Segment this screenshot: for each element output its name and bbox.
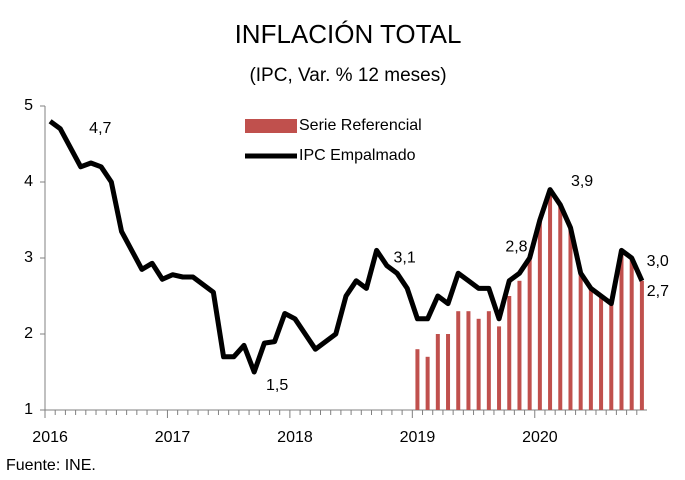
legend-label: Serie Referencial <box>299 117 422 134</box>
y-tick-label: 4 <box>24 173 33 190</box>
bar <box>548 189 553 410</box>
x-tick-label: 2020 <box>522 429 558 446</box>
bar <box>588 288 593 410</box>
y-tick-label: 2 <box>24 325 33 342</box>
legend-label: IPC Empalmado <box>299 147 416 164</box>
x-tick-label: 2019 <box>400 429 436 446</box>
bar <box>425 356 430 410</box>
line <box>48 119 645 375</box>
x-tick-label: 2016 <box>32 429 68 446</box>
bar <box>497 326 502 410</box>
chart-title: INFLACIÓN TOTAL <box>235 19 462 49</box>
data-label: 3,0 <box>647 253 669 270</box>
bar <box>599 296 604 410</box>
bar <box>629 258 634 410</box>
bar <box>415 349 420 410</box>
chart-subtitle: (IPC, Var. % 12 meses) <box>249 65 446 86</box>
data-label: 3,9 <box>571 173 593 190</box>
legend-swatch <box>245 119 297 133</box>
bar <box>578 273 583 410</box>
bar <box>527 258 532 410</box>
bar <box>517 280 522 410</box>
x-tick-label: 2017 <box>155 429 191 446</box>
bar <box>537 220 542 410</box>
bar <box>446 334 451 410</box>
y-tick-label: 5 <box>24 97 33 114</box>
bar <box>435 334 440 410</box>
bar <box>639 280 644 410</box>
data-label: 2,8 <box>505 238 527 255</box>
bar <box>558 204 563 410</box>
data-label: 2,7 <box>647 283 669 300</box>
bar <box>486 311 491 410</box>
bar <box>507 296 512 410</box>
data-label: 3,1 <box>393 250 415 267</box>
source: Fuente: INE. <box>6 457 96 474</box>
bar <box>466 311 471 410</box>
data-label: 4,7 <box>89 120 111 137</box>
bar <box>568 227 573 410</box>
bar <box>609 303 614 410</box>
x-tick-label: 2018 <box>277 429 313 446</box>
y-tick-label: 3 <box>24 249 33 266</box>
data-label: 1,5 <box>266 377 288 394</box>
bar <box>456 311 461 410</box>
y-tick-label: 1 <box>24 401 33 418</box>
bar <box>619 250 624 410</box>
bar <box>476 318 481 410</box>
